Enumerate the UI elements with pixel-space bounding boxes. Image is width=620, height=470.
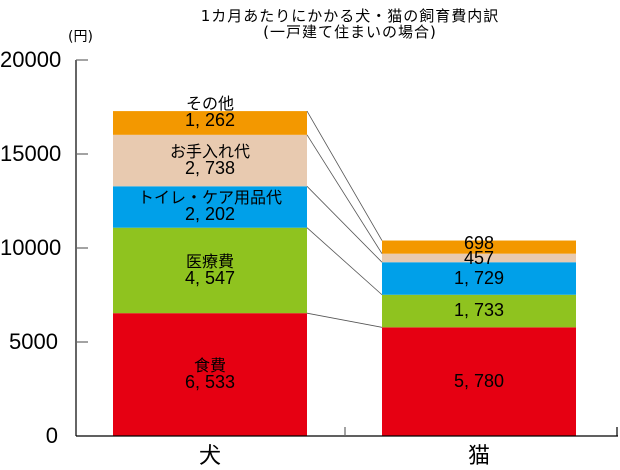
segment-value: 1, 262 (184, 110, 236, 131)
y-axis-unit: (円) (68, 29, 93, 45)
bar-segment (382, 240, 576, 254)
y-tick-5000: 5000 (9, 329, 58, 354)
y-tick-0: 0 (45, 423, 58, 448)
segment-label: 食費 6, 533 (113, 357, 307, 391)
bar-segment (382, 262, 576, 295)
segment-value: 698 (463, 232, 495, 253)
connector-line (306, 312, 383, 328)
bar-segment (113, 186, 307, 228)
segment-category-name: お手入れ代 (169, 142, 250, 162)
segment-category-name: 食費 (193, 356, 226, 376)
bar-segment (382, 294, 576, 328)
y-tick-15000: 15000 (0, 141, 62, 166)
chart-title: 1カ月あたりにかかる犬・猫の飼育費内訳 (一戸建て住まいの場合) (150, 8, 550, 40)
bar-segment (113, 313, 307, 436)
segment-label: トイレ・ケア用品代 2, 202 (113, 189, 307, 223)
segment-label: 1, 729 (382, 267, 576, 288)
segment-label: 医療費 4, 547 (113, 253, 307, 287)
segment-label: 5, 780 (382, 370, 576, 391)
segment-value: 5, 780 (453, 370, 505, 391)
segment-label: お手入れ代 2, 738 (113, 143, 307, 177)
segment-value: 1, 733 (453, 300, 505, 321)
segment-category-name: 医療費 (185, 251, 234, 271)
connector-line (306, 110, 383, 241)
connector-line (306, 227, 383, 296)
segment-category-name: トイレ・ケア用品代 (137, 188, 282, 208)
connector-line (306, 186, 383, 263)
segment-label: 698 (382, 232, 576, 253)
segment-value: 2, 202 (184, 204, 236, 225)
chart-title-main: 1カ月あたりにかかる犬・猫の飼育費内訳 (200, 7, 500, 25)
segment-label: その他 1, 262 (113, 95, 307, 129)
y-tick-20000: 20000 (0, 47, 62, 72)
segment-value: 4, 547 (184, 267, 236, 288)
bar-segment (113, 134, 307, 187)
bar-segment (382, 327, 576, 436)
segment-value: 1, 729 (453, 267, 505, 288)
x-label-dog: 犬 (198, 444, 221, 469)
chart-subtitle: (一戸建て住まいの場合) (263, 23, 437, 41)
bar-segment (382, 253, 576, 263)
segment-label: 457 (382, 247, 576, 268)
segment-value: 457 (463, 247, 495, 268)
bar-segment (113, 111, 307, 135)
x-label-cat: 猫 (467, 444, 490, 469)
y-tick-10000: 10000 (0, 235, 62, 260)
segment-label: 1, 733 (382, 300, 576, 321)
connector-line (306, 134, 383, 254)
segment-value: 2, 738 (184, 158, 236, 179)
bar-segment (113, 227, 307, 314)
segment-value: 6, 533 (184, 372, 236, 393)
segment-category-name: その他 (185, 94, 234, 114)
